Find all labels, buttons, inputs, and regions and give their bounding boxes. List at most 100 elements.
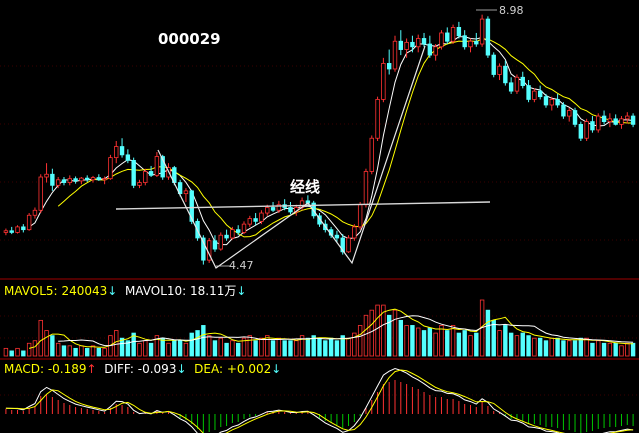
candle-body (247, 218, 253, 225)
volume-bar (305, 337, 311, 357)
volume-bar (21, 350, 26, 357)
volume-bar (549, 337, 554, 357)
candle-body (537, 90, 543, 98)
stock-code: 000029 (158, 30, 221, 48)
volume-bar (270, 340, 276, 357)
volume-bar (392, 309, 398, 357)
volume-bar (44, 330, 49, 357)
candle-body (32, 209, 38, 216)
volume-bar (619, 345, 624, 357)
neckline (115, 201, 491, 210)
candle-body (590, 121, 595, 131)
volume-bar (334, 340, 340, 357)
volume-bar (26, 342, 32, 357)
candle-body (102, 178, 107, 181)
candle-body (189, 190, 194, 222)
candle-body (532, 90, 537, 100)
volume-bar (160, 337, 165, 357)
candle-body (596, 115, 601, 131)
volume-bar (352, 332, 357, 357)
candle-body (392, 40, 398, 70)
volume-bar (102, 347, 107, 357)
volume-bar (172, 340, 177, 357)
candle-body (235, 229, 241, 233)
candle-body (9, 230, 14, 233)
volume-bar (119, 337, 125, 357)
mavol5-arrow-icon: ↓ (107, 284, 118, 298)
high-price-label: 8.98 (499, 4, 524, 17)
candle-body (143, 171, 148, 183)
volume-bar (317, 337, 322, 357)
macd-label: MACD: (4, 362, 45, 376)
volume-bar (235, 342, 241, 357)
volume-bar (241, 337, 247, 357)
volume-bar (567, 340, 572, 357)
volume-bar (230, 340, 235, 357)
volume-bar (67, 345, 72, 357)
candle-body (334, 234, 340, 239)
candle-body (270, 207, 276, 211)
volume-bar (15, 347, 20, 357)
volume-bar (596, 340, 601, 357)
volume-bar (346, 337, 351, 357)
volume-bar (433, 332, 438, 357)
volume-bar (369, 309, 374, 357)
volume-bar (445, 330, 450, 357)
candle-body (567, 110, 572, 117)
candle-body (381, 63, 386, 100)
volume-bar (543, 340, 549, 357)
candle-body (26, 214, 32, 231)
volume-bar (125, 340, 131, 357)
candle-body (456, 26, 462, 37)
dea-value: +0.002 (226, 362, 272, 376)
candle-body (154, 156, 160, 176)
volume-bar (55, 342, 61, 357)
candle-body (491, 54, 496, 75)
candle-body (404, 41, 409, 50)
candle-body (160, 156, 165, 178)
volume-bar (9, 350, 14, 357)
candle-body (201, 237, 206, 261)
candle-body (508, 82, 514, 92)
candle-body (55, 179, 61, 186)
macd-value: -0.189 (47, 362, 87, 376)
candle-body (50, 173, 55, 186)
price-ma5-line (28, 36, 634, 246)
candle-body (630, 115, 636, 125)
volume-bar (404, 325, 409, 357)
mavol10-line (58, 315, 634, 347)
volume-bar (201, 325, 206, 357)
volume-bar (578, 337, 584, 357)
candle-body (625, 115, 630, 120)
candle-body (555, 99, 560, 106)
candle-body (340, 237, 345, 253)
candle-body (131, 159, 136, 186)
volume-bar (3, 347, 9, 357)
candle-body (561, 104, 566, 117)
mavol5-value: 240043 (61, 284, 108, 298)
diff-arrow-icon: ↓ (176, 362, 187, 376)
volume-bar (485, 309, 491, 357)
volume-bar (32, 340, 38, 357)
volume-bar (386, 314, 392, 357)
volume-bar (607, 342, 613, 357)
volume-bar (224, 342, 229, 357)
candle-body (259, 212, 264, 222)
volume-bar (456, 332, 462, 357)
candle-body (410, 41, 415, 48)
volume-bar (375, 304, 380, 357)
candlesticks (3, 14, 636, 265)
candle-body (346, 237, 351, 253)
volume-bar (114, 330, 119, 357)
candle-body (125, 154, 131, 161)
volume-bar (572, 340, 578, 357)
volume-bar (491, 319, 496, 357)
volume-bar (131, 332, 136, 357)
volume-bar (50, 335, 55, 357)
price-ma10-line (57, 38, 634, 238)
volume-bar (590, 342, 595, 357)
volume-bar (299, 335, 305, 357)
volume-bar (166, 342, 171, 357)
volume-bar (357, 325, 363, 357)
